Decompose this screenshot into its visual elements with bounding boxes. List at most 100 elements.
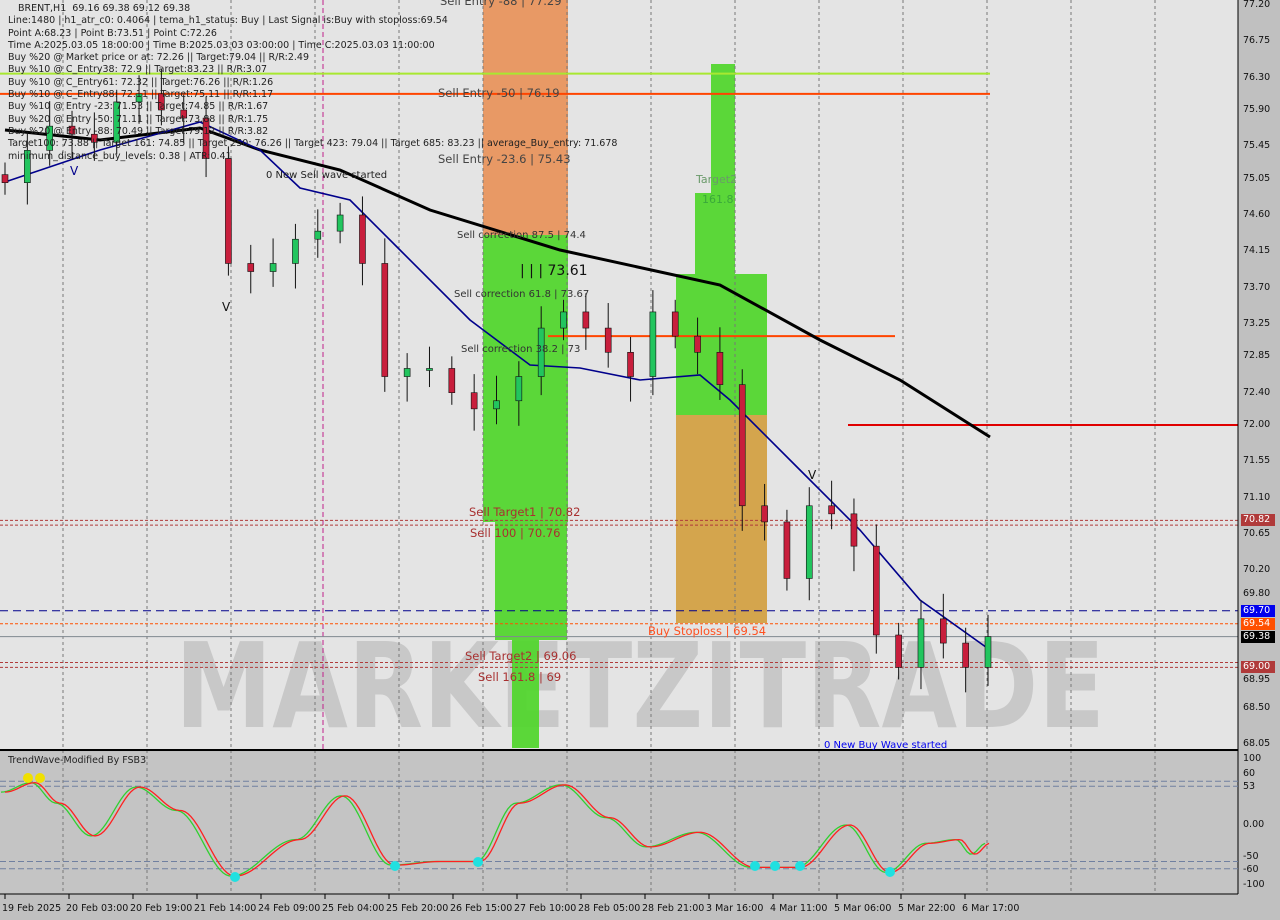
- wave-v-mark: V: [808, 468, 817, 482]
- price-tag: 69.00: [1241, 661, 1275, 674]
- candle-body: [627, 352, 634, 377]
- indicator-tick-label: 0.00: [1243, 819, 1265, 830]
- time-tick-label: 25 Feb 20:00: [386, 903, 449, 914]
- target2-value-label: 161.8: [702, 193, 734, 206]
- candle-body: [1, 174, 9, 183]
- candle-body: [24, 150, 31, 183]
- info-line: Line:1480 | h1_atr_c0: 0.4064 | tema_h1_…: [8, 15, 448, 27]
- fibo-zone: [495, 522, 567, 640]
- price-tick-label: 75.90: [1243, 104, 1271, 115]
- price-tag: 70.82: [1241, 514, 1275, 527]
- candle-body: [292, 238, 299, 264]
- price-tag: 69.54: [1241, 617, 1275, 630]
- sell-entry-50-label: Sell Entry -50 | 76.19: [438, 86, 560, 100]
- candle-body: [917, 618, 925, 668]
- candle-body: [582, 311, 590, 329]
- indicator-tick-label: -60: [1243, 864, 1259, 875]
- price-tick-label: 72.00: [1243, 419, 1271, 430]
- price-tick-label: 71.55: [1243, 455, 1271, 467]
- info-line: Target100: 73.88 || Target 161: 74.85 ||…: [8, 138, 618, 150]
- candle-body: [359, 214, 366, 264]
- candle-body: [515, 376, 523, 402]
- indicator-tick-label: 60: [1243, 768, 1256, 779]
- candle-body: [872, 545, 880, 636]
- info-line: minimum_distance_buy_levels: 0.38 | ATR:…: [8, 150, 232, 162]
- fibo-zone: [512, 640, 539, 748]
- watermark-logo: MARKETZITRADE: [175, 617, 1105, 755]
- time-tick-label: 5 Mar 22:00: [898, 903, 956, 914]
- price-tick-label: 68.05: [1243, 738, 1271, 750]
- candle-body: [68, 125, 76, 135]
- symbol-label: BRENT,H1: [18, 3, 67, 14]
- time-tick-label: 25 Feb 04:00: [322, 903, 385, 914]
- candle-body: [247, 263, 255, 272]
- sell-correction-382-label: Sell correction 38.2 | 73: [461, 344, 581, 355]
- candle-body: [403, 368, 411, 377]
- price-tick-label: 72.85: [1243, 350, 1271, 362]
- indicator-tick-label: 100: [1243, 753, 1262, 764]
- price-tick-label: 75.05: [1243, 172, 1271, 184]
- candle-body: [962, 642, 969, 668]
- indicator-pane-background: [0, 752, 1238, 894]
- candle-body: [537, 327, 545, 377]
- sell-target1-label: Sell Target1 | 70.82: [469, 505, 581, 519]
- candle-body: [158, 93, 165, 111]
- info-line: Time A:2025.03.05 18:00:00 | Time B:2025…: [8, 39, 435, 51]
- candle-body: [761, 505, 768, 523]
- candle-body: [604, 327, 612, 353]
- target2-label: Target2: [696, 173, 738, 186]
- fibo-zone: [695, 193, 735, 274]
- info-line: Buy %10 @ C_Entry38: 72.9 || Target:83.2…: [8, 64, 268, 76]
- time-tick-label: 27 Feb 10:00: [514, 903, 577, 914]
- level-7361-label: | | | 73.61: [520, 263, 588, 279]
- candle-body: [470, 392, 478, 410]
- info-line: Buy %10 @ C_Entry88: 72.11 || Target:75.…: [8, 89, 274, 101]
- candle-body: [694, 335, 701, 353]
- price-tag: 69.70: [1241, 604, 1275, 617]
- time-tick-label: 20 Feb 19:00: [130, 903, 193, 914]
- time-tick-label: 3 Mar 16:00: [706, 903, 764, 914]
- signal-dot: [35, 773, 45, 783]
- time-tick-label: 24 Feb 09:00: [258, 903, 321, 914]
- candle-body: [493, 400, 500, 410]
- signal-dot: [473, 857, 483, 867]
- price-tag: 69.38: [1241, 630, 1275, 643]
- candle-body: [113, 101, 121, 143]
- candle-body: [448, 368, 456, 393]
- candle-body: [828, 505, 835, 515]
- time-tick-label: 21 Feb 14:00: [194, 903, 257, 914]
- sell-entry-23-label: Sell Entry -23.6 | 75.43: [438, 152, 571, 166]
- candle-body: [560, 311, 567, 329]
- time-tick-label: 6 Mar 17:00: [962, 903, 1020, 914]
- sell-correction-875-label: Sell correction 87.5 | 74.4: [457, 230, 586, 241]
- time-tick-label: 28 Feb 05:00: [578, 903, 641, 914]
- info-line: Buy %10 @ Entry -23: 71.53 || Target:74.…: [8, 101, 269, 113]
- candle-body: [336, 214, 344, 232]
- price-tick-label: 70.20: [1243, 564, 1271, 576]
- indicator-tick-label: -100: [1243, 879, 1265, 890]
- candle-body: [180, 109, 188, 119]
- price-tick-label: 73.70: [1243, 281, 1271, 293]
- signal-dot: [770, 861, 780, 871]
- buy-stoploss-label: Buy Stoploss | 69.54: [648, 624, 767, 638]
- sell-100-label: Sell 100 | 70.76: [470, 526, 561, 540]
- price-tick-label: 76.30: [1243, 71, 1271, 83]
- oscillator-fast-line: [4, 782, 990, 877]
- time-tick-label: 5 Mar 06:00: [834, 903, 892, 914]
- price-tick-label: 74.15: [1243, 245, 1271, 257]
- sell-entry-88-label: Sell Entry -88 | 77.29: [440, 0, 562, 8]
- new-buy-wave-label: 0 New Buy Wave started: [824, 740, 948, 751]
- price-tick-label: 74.60: [1243, 209, 1271, 220]
- info-line: Buy %20 @ Market price or at: 72.26 || T…: [8, 52, 310, 64]
- fibo-zone: [711, 64, 735, 193]
- sell-1618-label: Sell 161.8 | 69: [478, 670, 562, 684]
- signal-dot: [230, 872, 240, 882]
- info-line: Point A:68.23 | Point B:73.51 | Point C:…: [8, 27, 217, 39]
- wave-v-mark: V: [222, 300, 231, 314]
- price-tick-label: 75.45: [1243, 140, 1271, 152]
- candle-body: [984, 636, 992, 668]
- indicator-title: TrendWave-Modified By FSB3: [8, 755, 147, 766]
- info-panel: BRENT,H1 69.16 69.38 69.12 69.38 Line:14…: [8, 3, 617, 163]
- candle-body: [225, 158, 232, 264]
